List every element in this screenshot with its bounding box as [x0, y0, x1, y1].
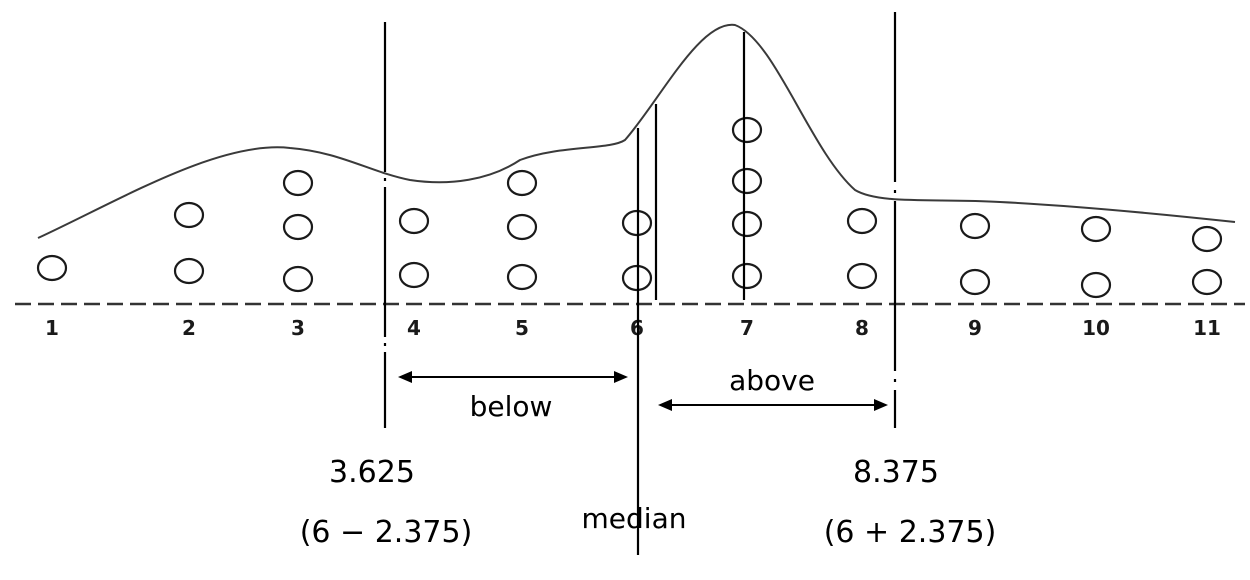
dot-10-1: [1080, 271, 1112, 299]
dot-9-2: [959, 212, 991, 240]
dot-11-1: [1191, 268, 1223, 296]
dot-5-1: [506, 263, 538, 291]
dot-5-3: [506, 169, 538, 197]
tick-label-4: 4: [407, 316, 421, 340]
dot-7-1: [731, 262, 763, 290]
dot-7-4: [731, 116, 763, 144]
tick-label-8: 8: [855, 316, 869, 340]
tick-label-11: 11: [1193, 316, 1221, 340]
dot-7-2: [731, 210, 763, 238]
tick-label-7: 7: [740, 316, 754, 340]
lower-expr-label: (6 − 2.375): [300, 515, 473, 550]
above-label: above: [729, 364, 815, 397]
dot-4-1: [398, 261, 430, 289]
dot-5-2: [506, 213, 538, 241]
tick-label-10: 10: [1082, 316, 1110, 340]
tick-label-2: 2: [182, 316, 196, 340]
lower-value-label: 3.625: [329, 455, 415, 490]
below-label: below: [470, 390, 553, 423]
dot-7-3: [731, 167, 763, 195]
upper-expr-label: (6 + 2.375): [824, 515, 997, 550]
median-label: median: [582, 502, 687, 535]
dot-10-2: [1080, 215, 1112, 243]
dot-9-1: [959, 268, 991, 296]
dot-2-2: [173, 201, 205, 229]
below-arrow: [398, 371, 628, 383]
tick-label-3: 3: [291, 316, 305, 340]
dot-8-2: [846, 207, 878, 235]
dot-3-2: [282, 213, 314, 241]
dot-1-1: [36, 254, 68, 282]
above-arrow: [658, 399, 888, 411]
dot-11-2: [1191, 225, 1223, 253]
tick-label-5: 5: [515, 316, 529, 340]
upper-value-label: 8.375: [853, 455, 939, 490]
dot-3-1: [282, 265, 314, 293]
tick-label-9: 9: [968, 316, 982, 340]
dot-2-1: [173, 257, 205, 285]
dot-3-3: [282, 169, 314, 197]
tick-labels: 1234567891011: [45, 316, 1221, 340]
dot-4-2: [398, 207, 430, 235]
data-dots: [36, 116, 1223, 299]
density-curve: [37, 23, 1236, 239]
dot-8-1: [846, 262, 878, 290]
tick-label-1: 1: [45, 316, 59, 340]
